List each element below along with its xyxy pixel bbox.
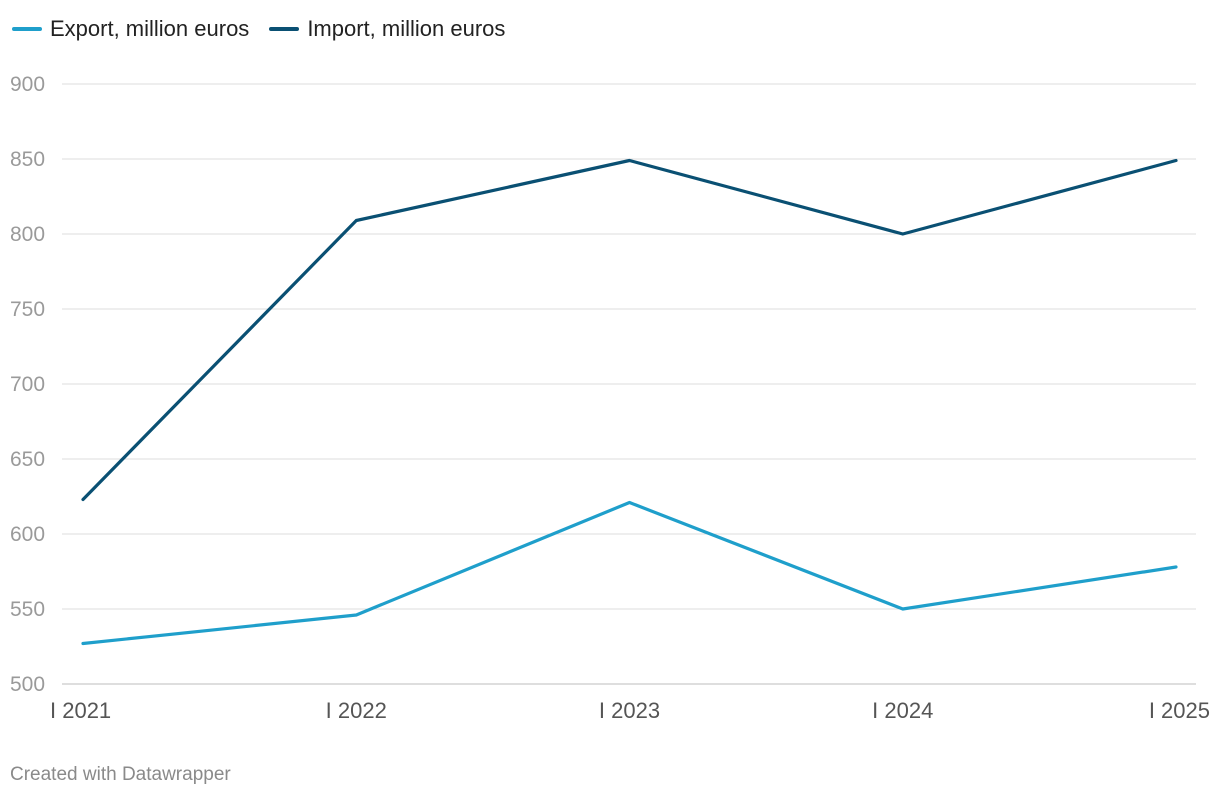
x-tick-label: I 2025 <box>1149 698 1210 723</box>
y-tick-label: 550 <box>10 598 45 621</box>
y-tick-label: 600 <box>10 523 45 546</box>
y-tick-label: 900 <box>10 73 45 96</box>
legend-swatch-export <box>12 27 42 31</box>
y-tick-label: 700 <box>10 373 45 396</box>
x-tick-label: I 2024 <box>872 698 933 723</box>
y-tick-label: 650 <box>10 448 45 471</box>
footer-credit: Created with Datawrapper <box>10 764 231 785</box>
legend-label-export: Export, million euros <box>50 16 250 41</box>
export-series-line <box>81 500 1178 646</box>
legend-item-import: Import, million euros <box>269 16 505 42</box>
x-tick-label: I 2021 <box>50 698 111 723</box>
legend-swatch-import <box>269 27 300 31</box>
y-tick-label: 850 <box>10 148 45 171</box>
y-tick-label: 750 <box>10 298 45 321</box>
legend-item-export: Export, million euros <box>12 16 249 42</box>
import-series-line <box>81 158 1178 502</box>
x-tick-label: I 2022 <box>326 698 387 723</box>
legend-label-import: Import, million euros <box>307 16 506 41</box>
y-tick-label: 800 <box>10 223 45 246</box>
x-tick-label: I 2023 <box>599 698 660 723</box>
chart-legend: Export, million euros Import, million eu… <box>12 16 525 42</box>
y-tick-label: 500 <box>10 673 45 696</box>
